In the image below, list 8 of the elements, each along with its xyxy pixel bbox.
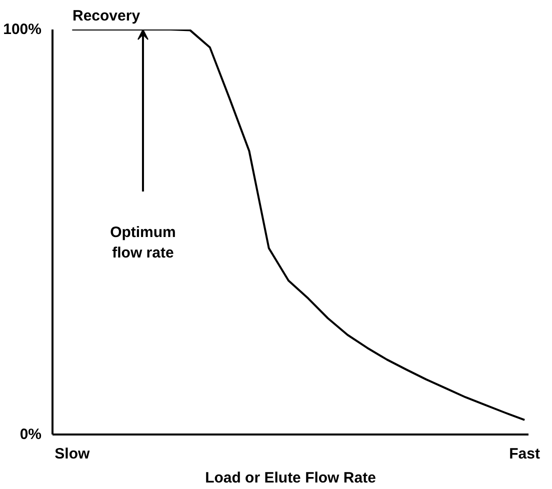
y-tick-label: 0% [20,426,42,443]
line-series [71,30,526,421]
y-axis-title: Recovery [72,8,141,24]
x-tick-label: Fast [509,446,540,462]
x-tick-label: Slow [54,446,90,462]
x-axis-title: Load or Elute Flow Rate [205,470,376,486]
y-tick-label: 100% [3,21,42,38]
annotation: Optimum flow rate [110,224,176,262]
